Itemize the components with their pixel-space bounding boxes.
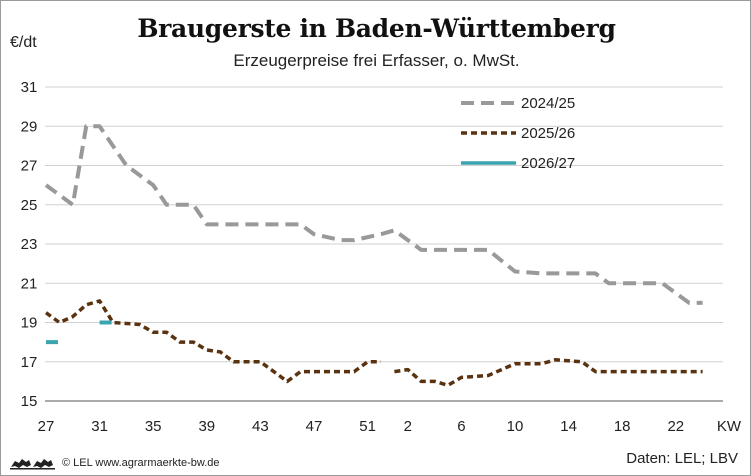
x-tick-label: 35: [145, 418, 162, 435]
baden-wuerttemberg-lions-logo-icon: [10, 459, 55, 470]
x-tick-label: 51: [359, 418, 376, 435]
series-2025-26-line: [44, 299, 381, 384]
x-tick-label: 47: [306, 418, 323, 435]
y-tick-label: 17: [21, 354, 38, 371]
chart-title: Braugerste in Baden-Württemberg: [137, 14, 616, 43]
legend-label: 2025/26: [521, 125, 575, 142]
chart-subtitle: Erzeugerpreise frei Erfasser, o. MwSt.: [233, 51, 520, 70]
y-tick-label: 25: [21, 197, 38, 214]
legend-label: 2024/25: [521, 95, 575, 112]
x-tick-label: 39: [198, 418, 215, 435]
x-tick-label: 10: [507, 418, 524, 435]
x-axis-unit-label: KW: [717, 418, 742, 435]
legend-label: 2026/27: [521, 155, 575, 172]
y-tick-label: 31: [21, 79, 38, 96]
series-2025-26-line: [394, 358, 703, 388]
y-tick-label: 27: [21, 158, 38, 175]
x-tick-label: 14: [560, 418, 577, 435]
footer-credit: © LEL www.agrarmaerkte-bw.de: [9, 454, 220, 472]
y-tick-label: 19: [21, 315, 38, 332]
y-tick-label: 15: [21, 393, 38, 410]
data-source-label: Daten: LEL; LBV: [626, 450, 738, 467]
x-tick-label: 18: [614, 418, 631, 435]
series-2024-25-line: [44, 124, 703, 305]
x-tick-label: 27: [38, 418, 55, 435]
credit-text: © LEL www.agrarmaerkte-bw.de: [62, 457, 220, 469]
x-tick-label: 22: [667, 418, 684, 435]
y-tick-label: 23: [21, 236, 38, 253]
x-tick-label: 2: [404, 418, 412, 435]
y-tick-label: 29: [21, 118, 38, 135]
y-tick-label: 21: [21, 275, 38, 292]
x-tick-label: 43: [252, 418, 269, 435]
y-axis-unit-label: €/dt: [10, 34, 37, 51]
x-tick-label: 31: [91, 418, 108, 435]
x-tick-label: 6: [457, 418, 465, 435]
